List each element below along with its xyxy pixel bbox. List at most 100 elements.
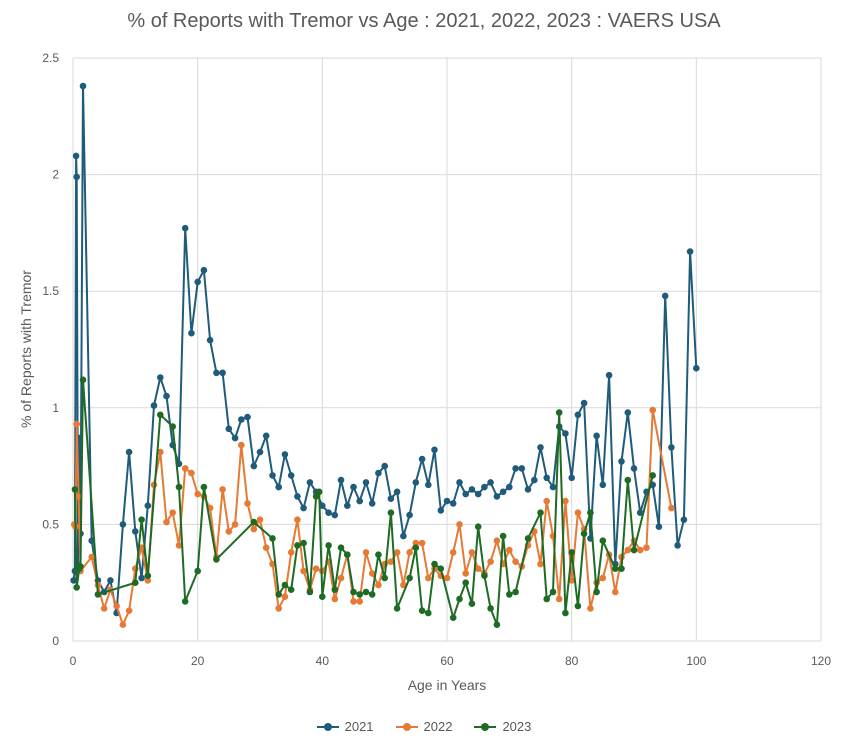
data-point-2021 [262, 432, 270, 440]
data-point-2021 [618, 458, 625, 465]
x-tick-label: 20 [191, 654, 205, 668]
data-point-2023 [144, 572, 152, 579]
data-point-2022 [88, 553, 95, 561]
data-point-2022 [574, 509, 582, 516]
data-point-2023 [574, 602, 582, 610]
data-point-2023 [506, 591, 513, 598]
legend: 2021 2022 2023 [0, 719, 848, 734]
data-point-2021 [219, 369, 226, 377]
data-point-2021 [562, 430, 569, 437]
data-point-2022 [219, 486, 226, 493]
data-point-2022 [449, 549, 457, 556]
data-point-2021 [294, 493, 301, 500]
legend-item-2023: 2023 [474, 719, 531, 734]
data-point-2023 [587, 509, 594, 516]
data-point-2022 [468, 549, 476, 556]
data-point-2021 [518, 465, 526, 472]
data-point-2023 [580, 530, 588, 537]
y-tick-label: 0.5 [42, 517, 59, 531]
data-point-2023 [406, 574, 413, 582]
x-axis-label: Age in Years [408, 677, 487, 693]
data-point-2022 [119, 621, 127, 628]
data-point-2021 [537, 444, 544, 451]
y-tick-label: 1.5 [42, 284, 59, 298]
legend-label: 2021 [344, 719, 374, 734]
data-point-2021 [549, 483, 557, 491]
data-point-2022 [275, 605, 283, 612]
data-point-2022 [157, 448, 164, 456]
data-point-2022 [144, 577, 152, 584]
data-point-2022 [406, 549, 413, 556]
data-point-2021 [524, 486, 532, 493]
data-point-2021 [125, 448, 133, 456]
data-point-2021 [281, 451, 289, 458]
data-point-2021 [72, 152, 80, 160]
data-point-2022 [418, 539, 426, 547]
data-point-2022 [443, 574, 451, 582]
data-point-2023 [132, 579, 139, 586]
data-point-2023 [618, 565, 625, 572]
data-point-2022 [294, 516, 301, 523]
data-point-2022 [250, 525, 258, 533]
data-point-2023 [77, 563, 84, 570]
data-point-2022 [487, 558, 494, 565]
data-point-2022 [636, 546, 644, 554]
data-point-2022 [387, 558, 395, 565]
data-point-2022 [75, 493, 82, 500]
data-point-2021 [630, 465, 638, 472]
data-point-2022 [462, 570, 470, 577]
x-tick-label: 100 [686, 654, 706, 668]
data-point-2021 [79, 82, 87, 90]
data-point-2023 [381, 574, 389, 582]
data-point-2022 [244, 500, 251, 507]
data-point-2023 [287, 586, 295, 593]
data-point-2022 [393, 549, 401, 556]
data-point-2023 [568, 549, 575, 556]
data-point-2023 [175, 483, 183, 491]
data-point-2022 [262, 544, 270, 551]
data-point-2023 [549, 588, 557, 596]
data-point-2022 [100, 605, 108, 612]
data-point-2023 [71, 486, 79, 493]
data-point-2023 [362, 588, 370, 596]
data-point-2023 [425, 609, 432, 617]
legend-item-2022: 2022 [395, 719, 452, 734]
data-point-2023 [181, 598, 189, 605]
data-point-2023 [250, 518, 258, 526]
x-tick-label: 120 [811, 654, 831, 668]
data-point-2021 [73, 173, 80, 181]
data-point-2021 [574, 411, 582, 419]
data-point-2021 [425, 481, 432, 489]
legend-label: 2023 [502, 719, 532, 734]
data-point-2021 [474, 490, 482, 498]
data-point-2023 [524, 535, 532, 542]
axes: 0 0.5 1 1.5 2 2.5 0 20 40 60 80 100 120 [42, 51, 831, 668]
x-tick-label: 0 [70, 654, 77, 668]
data-point-2022 [555, 595, 563, 603]
data-point-2021 [119, 521, 127, 528]
data-point-2023 [79, 376, 87, 384]
data-point-2021 [275, 483, 283, 491]
data-point-2021 [231, 434, 239, 442]
data-point-2021 [200, 266, 208, 274]
data-point-2022 [425, 574, 432, 582]
data-point-2021 [512, 465, 519, 472]
data-point-2023 [499, 532, 507, 540]
grid-lines [72, 57, 822, 642]
data-point-2021 [306, 479, 314, 486]
data-point-2023 [537, 509, 544, 516]
data-point-2022 [456, 521, 463, 528]
data-point-2022 [568, 577, 575, 584]
data-point-2021 [337, 476, 345, 484]
data-point-2022 [238, 441, 245, 449]
data-point-2021 [213, 369, 220, 377]
data-point-2023 [431, 560, 438, 568]
data-point-2022 [350, 598, 357, 605]
data-point-2022 [668, 504, 675, 512]
y-tick-label: 2 [52, 168, 59, 182]
data-point-2022 [643, 544, 650, 551]
data-point-2022 [163, 518, 170, 526]
data-point-2021 [387, 495, 395, 503]
data-point-2022 [412, 539, 420, 547]
